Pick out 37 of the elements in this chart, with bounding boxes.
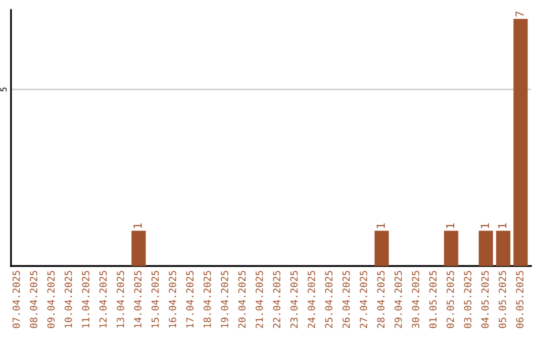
y-tick-label: 5 — [0, 88, 7, 92]
x-tick-label: 08.04.2025 — [30, 270, 38, 328]
x-tick-label: 22.04.2025 — [273, 270, 280, 328]
x-tick-label: 19.04.2025 — [220, 270, 228, 328]
x-tick-label: 25.04.2025 — [325, 270, 332, 328]
x-tick-label: 05.05.2025 — [498, 270, 506, 328]
x-tick-label: 24.04.2025 — [308, 270, 316, 328]
x-tick-label: 01.05.2025 — [429, 270, 437, 328]
x-tick-label: 15.04.2025 — [151, 270, 159, 328]
x-tick-label: 04.05.2025 — [481, 270, 489, 328]
data-label: 1 — [376, 223, 385, 228]
x-tick-label: 29.04.2025 — [394, 270, 402, 328]
data-label: 1 — [480, 223, 489, 228]
x-tick-label: 03.05.2025 — [464, 270, 472, 328]
x-tick-label: 14.04.2025 — [134, 270, 142, 328]
x-tick-label: 11.04.2025 — [82, 270, 90, 328]
data-label: 1 — [446, 223, 454, 228]
x-tick-label: 17.04.2025 — [186, 270, 194, 328]
x-tick-label: 21.04.2025 — [256, 270, 263, 328]
x-tick-label: 09.04.2025 — [47, 270, 55, 328]
x-tick-label: 28.04.2025 — [377, 270, 385, 328]
x-tick-label: 27.04.2025 — [360, 270, 368, 328]
x-tick-label: 16.04.2025 — [168, 270, 176, 328]
x-tick-label: 06.05.2025 — [516, 270, 524, 328]
data-label: 1 — [498, 223, 506, 228]
x-tick-label: 30.04.2025 — [412, 270, 420, 328]
x-tick-label: 07.04.2025 — [12, 270, 20, 328]
x-tick-label: 13.04.2025 — [116, 270, 124, 328]
x-tick-label: 10.04.2025 — [64, 270, 72, 328]
x-tick-label: 02.05.2025 — [446, 270, 454, 328]
x-tick-label: 12.04.2025 — [99, 270, 107, 328]
data-label: 1 — [134, 223, 142, 228]
data-label: 7 — [516, 12, 524, 17]
x-tick-label: 23.04.2025 — [290, 270, 298, 328]
x-tick-label: 20.04.2025 — [238, 270, 246, 328]
x-tick-label: 26.04.2025 — [342, 270, 350, 328]
x-tick-label: 18.04.2025 — [204, 270, 211, 328]
